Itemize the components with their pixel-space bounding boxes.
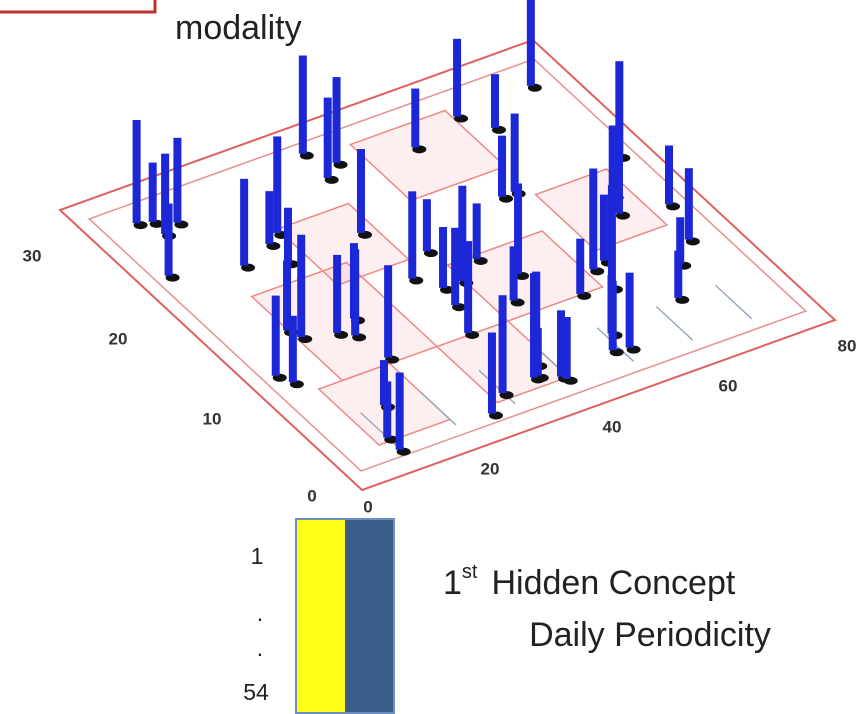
sensor-bar: [323, 97, 332, 178]
sensor-bar: [356, 149, 365, 233]
sensor-bar: [395, 372, 404, 450]
sensor-bar: [530, 273, 539, 378]
sensor-base: [685, 237, 700, 246]
colorbar-blue: [345, 520, 393, 712]
sensor-bar: [332, 77, 341, 163]
sensor-base: [499, 391, 514, 400]
sensor-bar: [607, 185, 616, 288]
legend-box: [0, 0, 157, 14]
sensor-bar: [491, 74, 500, 128]
sensor-bar: [562, 317, 571, 379]
left-tick: 20: [109, 329, 128, 348]
right-tick: 0: [363, 497, 372, 516]
left-tick: 10: [203, 409, 222, 428]
sensor-bar: [458, 185, 467, 282]
sensor-bar: [333, 254, 342, 333]
sensor-bar: [453, 38, 462, 117]
sensor-bar: [148, 162, 157, 222]
corridor: [419, 390, 457, 426]
sensor-bar: [422, 199, 431, 252]
modality-label: modality: [175, 9, 302, 47]
sensor-bar: [608, 281, 617, 351]
sensor-bar: [589, 168, 598, 270]
colorbar-yellow: [297, 520, 345, 712]
colorbar-label: .: [257, 600, 263, 626]
left-tick: 0: [307, 486, 316, 505]
sensor-bar: [625, 272, 634, 348]
sensor-bar: [240, 178, 249, 266]
caption-ordinal: 1: [443, 564, 462, 602]
sensor-bar: [161, 153, 170, 235]
right-tick: 80: [838, 336, 857, 355]
caption-title: Hidden Concept: [491, 564, 735, 602]
right-tick: 60: [719, 376, 738, 395]
sensor-bar: [684, 168, 693, 240]
sensor-bar: [411, 88, 420, 148]
colorbar-frame: [295, 518, 395, 714]
sensor-bar: [271, 295, 280, 376]
sensor-bar: [614, 154, 623, 214]
room: [348, 109, 507, 202]
left-tick: 30: [23, 246, 42, 265]
sensor-bar: [283, 207, 292, 263]
sensor-bar: [664, 145, 673, 205]
corridor: [714, 284, 753, 320]
colorbar-label: 1: [251, 543, 264, 569]
sensor-base: [174, 220, 189, 229]
sensor-bar: [132, 119, 141, 224]
sensor-bar: [498, 295, 507, 394]
corridor: [655, 305, 694, 341]
sensor-bar: [384, 265, 393, 358]
sensor-base: [440, 285, 455, 294]
sensor-bar: [487, 332, 496, 414]
sensor-bar: [383, 381, 392, 438]
sensor-bar: [509, 246, 518, 301]
sensor-bar: [265, 191, 274, 245]
sensor-base: [626, 345, 641, 354]
sensor-bar: [173, 137, 182, 223]
sensor-bar: [298, 55, 307, 154]
sensor-bar: [288, 315, 297, 383]
right-tick: 20: [481, 459, 500, 478]
sensor-bar: [526, 0, 535, 86]
sensor-bar: [498, 135, 507, 197]
colorbar-label: 54: [243, 679, 269, 705]
sensor-bar: [514, 183, 523, 275]
right-tick: 40: [603, 417, 622, 436]
sensor-bar: [615, 61, 624, 156]
bars: [132, 0, 700, 456]
caption-suffix: st: [462, 561, 478, 583]
sensor-bar: [273, 136, 282, 233]
sensor-base: [527, 83, 542, 92]
sensor-bar: [510, 113, 519, 192]
sensor-bar: [674, 250, 683, 298]
sensor-bar: [599, 194, 608, 261]
caption-line2: Daily Periodicity: [529, 616, 771, 654]
sensor-bar: [464, 241, 473, 333]
sensor-bar: [164, 203, 173, 276]
sensor-bar: [351, 249, 360, 336]
sensor-bar: [451, 227, 460, 306]
sensor-base: [563, 376, 578, 385]
sensor-bar: [439, 226, 448, 288]
sensor-bar: [676, 217, 685, 264]
sensor-bar: [557, 310, 566, 377]
caption-line1: 1st Hidden Concept: [443, 561, 736, 602]
sensor-bar: [297, 234, 306, 338]
sensor-bar: [283, 260, 292, 331]
sensor-bar: [472, 203, 481, 259]
sensor-bar: [408, 191, 417, 279]
floor-plan: [58, 38, 837, 492]
sensor-bar: [608, 125, 617, 196]
colorbar-label: .: [257, 635, 263, 661]
sensor-bar: [576, 238, 585, 294]
